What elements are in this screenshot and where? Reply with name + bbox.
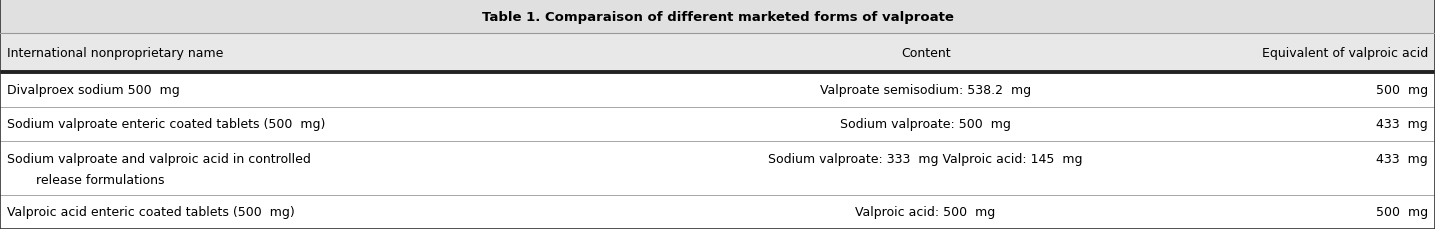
Text: Sodium valproate and valproic acid in controlled: Sodium valproate and valproic acid in co…: [7, 152, 311, 165]
Bar: [0, 0, 1435, 34]
Bar: [0, 142, 1435, 195]
Text: release formulations: release formulations: [36, 173, 165, 186]
Text: Valproic acid: 500  mg: Valproic acid: 500 mg: [855, 205, 996, 218]
Text: 500  mg: 500 mg: [1376, 84, 1428, 97]
Text: Sodium valproate: 500  mg: Sodium valproate: 500 mg: [839, 118, 1012, 131]
Bar: [0, 195, 1435, 229]
Text: Sodium valproate: 333  mg Valproic acid: 145  mg: Sodium valproate: 333 mg Valproic acid: …: [768, 152, 1083, 165]
Text: 433  mg: 433 mg: [1376, 152, 1428, 165]
Text: Sodium valproate enteric coated tablets (500  mg): Sodium valproate enteric coated tablets …: [7, 118, 326, 131]
Text: 433  mg: 433 mg: [1376, 118, 1428, 131]
Text: 500  mg: 500 mg: [1376, 205, 1428, 218]
Text: Valproate semisodium: 538.2  mg: Valproate semisodium: 538.2 mg: [819, 84, 1032, 97]
Text: Valproic acid enteric coated tablets (500  mg): Valproic acid enteric coated tablets (50…: [7, 205, 296, 218]
Text: International nonproprietary name: International nonproprietary name: [7, 47, 224, 60]
Bar: [0, 73, 1435, 107]
Text: Content: Content: [901, 47, 950, 60]
Text: Equivalent of valproic acid: Equivalent of valproic acid: [1261, 47, 1428, 60]
Text: Table 1. Comparaison of different marketed forms of valproate: Table 1. Comparaison of different market…: [482, 11, 953, 24]
Text: Divalproex sodium 500  mg: Divalproex sodium 500 mg: [7, 84, 179, 97]
Bar: [0, 107, 1435, 142]
Bar: [0, 34, 1435, 73]
